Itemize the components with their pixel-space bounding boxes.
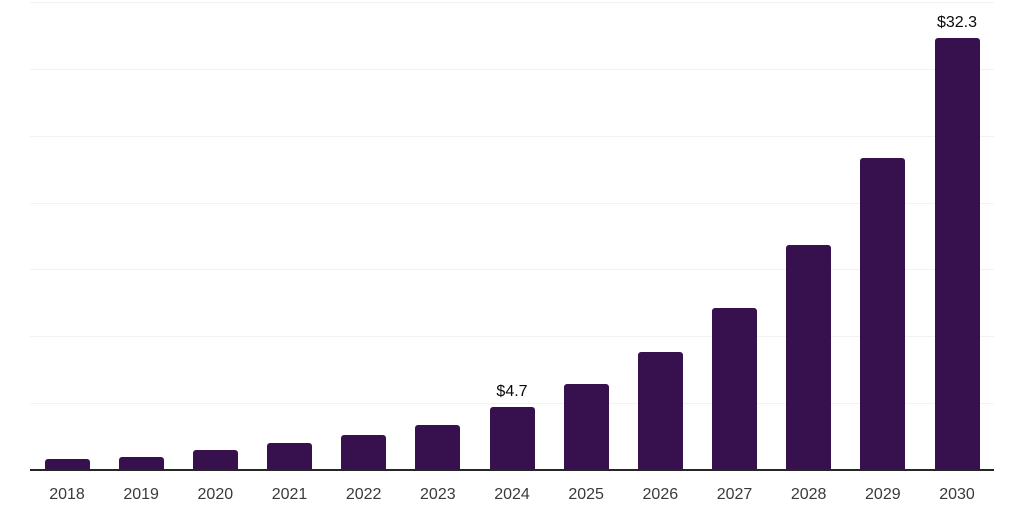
- bar-2028: [786, 245, 832, 470]
- x-tick-label-2019: 2019: [123, 486, 159, 503]
- bar-2024: [489, 407, 535, 470]
- x-axis-line: [30, 469, 994, 471]
- x-tick-label-2029: 2029: [865, 486, 901, 503]
- x-tick-label-2022: 2022: [345, 486, 382, 503]
- bar-2019: [118, 456, 164, 470]
- x-tick-label-2024: 2024: [494, 486, 530, 503]
- x-tick-label-2023: 2023: [420, 486, 456, 503]
- gridline: [30, 2, 994, 3]
- x-tick-label-2021: 2021: [271, 486, 308, 503]
- gridline: [30, 403, 994, 405]
- bar-2018: [44, 459, 90, 470]
- bar-2026: [637, 352, 683, 470]
- x-tick-label-2030: 2030: [939, 486, 975, 503]
- x-tick-label-2026: 2026: [642, 486, 679, 503]
- bar-2030: [934, 38, 980, 470]
- bar-2025: [563, 384, 609, 470]
- bar-2021: [267, 443, 312, 470]
- gridline: [30, 269, 994, 271]
- value-label-2030: $32.3: [936, 14, 978, 32]
- x-tick-label-2027: 2027: [716, 486, 753, 503]
- x-tick-label-2028: 2028: [790, 486, 827, 503]
- gridline: [30, 336, 994, 338]
- x-tick-label-2020: 2020: [197, 486, 234, 503]
- gridline: [30, 202, 994, 204]
- bar-2020: [192, 449, 238, 470]
- x-tick-label-2018: 2018: [49, 486, 85, 503]
- bar-2022: [341, 435, 387, 470]
- gridline: [30, 68, 994, 70]
- gridline: [30, 135, 994, 137]
- bar-2023: [415, 424, 461, 470]
- value-label-2024: $4.7: [496, 383, 528, 401]
- bar-2027: [712, 308, 757, 470]
- bar-2029: [860, 158, 906, 470]
- x-tick-label-2025: 2025: [568, 486, 604, 503]
